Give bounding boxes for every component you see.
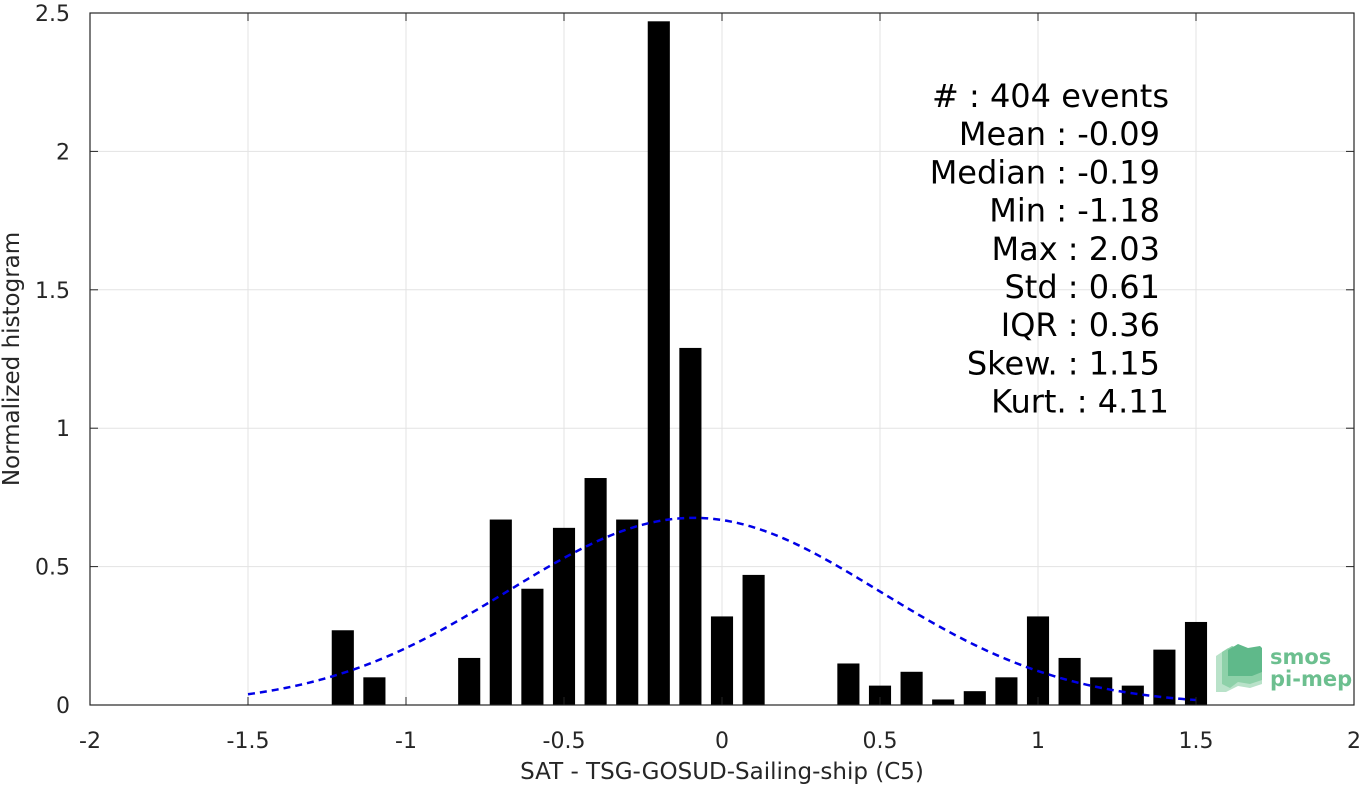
histogram-bar [995,677,1018,705]
histogram-bar [521,588,544,705]
histogram-bar [616,519,639,705]
grid-lines [89,12,1355,706]
histogram-bar [363,677,386,705]
x-tick-label: 1 [1031,729,1045,754]
x-tick-label: 2 [1347,729,1361,754]
histogram-bar [742,574,765,705]
histogram-bar [900,671,923,705]
stat-line: Mean : -0.09 [959,115,1160,153]
histogram-bar [647,21,670,705]
x-tick-label: -1.5 [227,729,270,754]
stat-line: Skew. : 1.15 [967,344,1160,382]
y-axis-label: Normalized histogram [0,232,25,486]
x-tick-label: -1 [395,729,417,754]
stat-line: Median : -0.19 [930,153,1160,191]
histogram-bar [710,616,734,705]
logo-text-smos: smos [1270,645,1331,669]
histogram-bar [1153,649,1176,705]
y-tick-label: 2.5 [35,2,70,27]
histogram-bar [932,699,955,705]
x-tick-label: 0.5 [863,729,898,754]
histogram-bar [1026,616,1050,705]
y-tick-label: 1.5 [35,279,70,304]
histogram-bar [679,347,702,705]
stat-line: # : 404 events [932,77,1169,115]
y-tick-label: 1 [56,417,70,442]
x-axis-label: SAT - TSG-GOSUD-Sailing-ship (C5) [520,759,924,785]
wave-logo-icon [1216,644,1262,692]
y-tick-label: 0.5 [35,556,70,581]
histogram-bar [963,691,986,705]
x-tick-labels: -2 -1.5 -1 -0.5 0 0.5 1 1.5 2 [79,729,1361,754]
stat-line: Max : 2.03 [991,230,1160,268]
histogram-bar [1058,657,1081,705]
histogram-bar [584,478,607,705]
histogram-bar [458,657,481,705]
histogram-bar [552,527,576,705]
x-tick-label: -0.5 [543,729,586,754]
histogram-bar [868,685,892,705]
histogram-bar [489,519,512,705]
histogram-bar [837,663,860,705]
x-tick-label: 1.5 [1179,729,1214,754]
stat-line: Std : 0.61 [1004,268,1160,306]
axis-ticks [89,12,1355,706]
histogram-bar [1121,685,1144,705]
stat-line: IQR : 0.36 [1001,306,1160,344]
y-tick-labels: 0 0.5 1 1.5 2 2.5 [35,2,70,719]
x-tick-label: 0 [715,729,729,754]
histogram-bar [1090,677,1113,705]
histogram-bar [331,630,354,705]
histogram-bar [1184,621,1208,705]
histogram-bars [331,21,1208,705]
stat-line: Min : -1.18 [989,192,1160,230]
logo-text-pimep: pi-mep [1270,667,1352,691]
stat-line: Kurt. : 4.11 [991,383,1169,421]
smos-pimep-logo: smos pi-mep [1216,644,1352,692]
fit-curve [247,516,1197,702]
y-tick-label: 2 [56,140,70,165]
y-tick-label: 0 [56,694,70,719]
x-tick-label: -2 [79,729,101,754]
